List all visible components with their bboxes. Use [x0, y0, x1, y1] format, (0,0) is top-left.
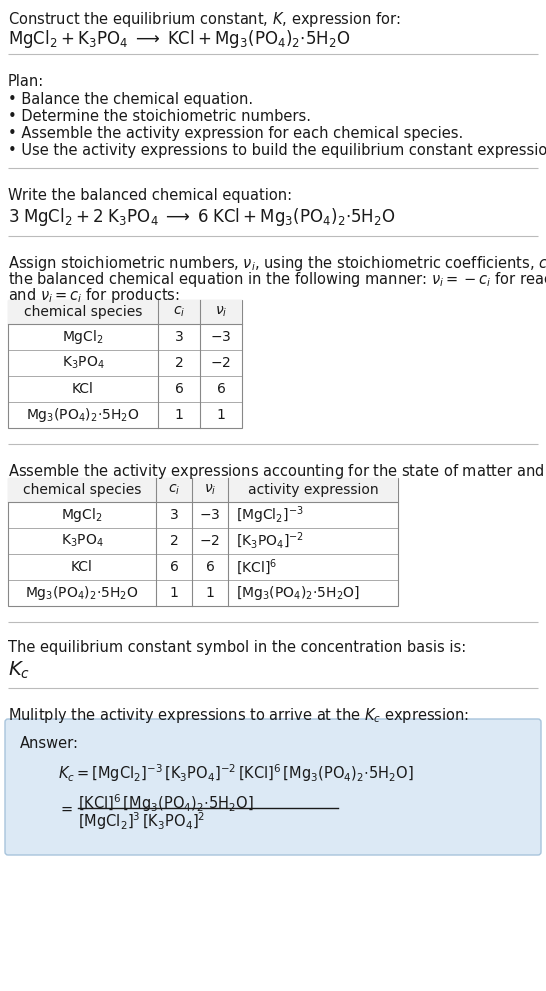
Text: $\mathrm{MgCl_2 + K_3PO_4 \;\longrightarrow\; KCl + Mg_3(PO_4)_2{\cdot}5H_2O}$: $\mathrm{MgCl_2 + K_3PO_4 \;\longrightar…: [8, 28, 351, 50]
Text: $\mathrm{K_3PO_4}$: $\mathrm{K_3PO_4}$: [61, 533, 103, 549]
Text: $-3$: $-3$: [210, 330, 232, 344]
Text: $\mathrm{Mg_3(PO_4)_2{\cdot}5H_2O}$: $\mathrm{Mg_3(PO_4)_2{\cdot}5H_2O}$: [26, 406, 140, 424]
Text: 6: 6: [175, 382, 183, 396]
Text: 1: 1: [170, 586, 179, 600]
Text: Assemble the activity expressions accounting for the state of matter and $\nu_i$: Assemble the activity expressions accoun…: [8, 462, 546, 481]
Text: chemical species: chemical species: [24, 305, 142, 319]
Bar: [8, 300, 242, 324]
Text: and $\nu_i = c_i$ for products:: and $\nu_i = c_i$ for products:: [8, 286, 180, 305]
Text: 1: 1: [205, 586, 215, 600]
Text: $[\mathrm{KCl}]^{6}$: $[\mathrm{KCl}]^{6}$: [236, 557, 277, 577]
Text: the balanced chemical equation in the following manner: $\nu_i = -c_i$ for react: the balanced chemical equation in the fo…: [8, 270, 546, 289]
Text: Answer:: Answer:: [20, 736, 79, 751]
Text: 6: 6: [170, 560, 179, 574]
Text: 1: 1: [175, 408, 183, 422]
Text: $\nu_i$: $\nu_i$: [204, 483, 216, 497]
FancyBboxPatch shape: [5, 719, 541, 855]
Bar: [8, 478, 398, 502]
Text: $c_i$: $c_i$: [168, 483, 180, 497]
Text: 3: 3: [170, 508, 179, 522]
Text: 2: 2: [170, 534, 179, 548]
Text: • Assemble the activity expression for each chemical species.: • Assemble the activity expression for e…: [8, 126, 463, 141]
Text: 6: 6: [205, 560, 215, 574]
Text: • Determine the stoichiometric numbers.: • Determine the stoichiometric numbers.: [8, 109, 311, 124]
Text: Mulitply the activity expressions to arrive at the $K_c$ expression:: Mulitply the activity expressions to arr…: [8, 706, 469, 725]
Text: Write the balanced chemical equation:: Write the balanced chemical equation:: [8, 188, 292, 203]
Text: $\mathrm{K_3PO_4}$: $\mathrm{K_3PO_4}$: [62, 355, 104, 372]
Text: $c_i$: $c_i$: [173, 305, 185, 319]
Text: 6: 6: [217, 382, 225, 396]
Text: $[\mathrm{KCl}]^{6}\,[\mathrm{Mg_3(PO_4)_2{\cdot}5H_2O}]$: $[\mathrm{KCl}]^{6}\,[\mathrm{Mg_3(PO_4)…: [78, 792, 253, 814]
Text: $-2$: $-2$: [211, 356, 232, 370]
Text: • Balance the chemical equation.: • Balance the chemical equation.: [8, 92, 253, 107]
Text: 2: 2: [175, 356, 183, 370]
Text: Plan:: Plan:: [8, 74, 44, 89]
Text: Assign stoichiometric numbers, $\nu_i$, using the stoichiometric coefficients, $: Assign stoichiometric numbers, $\nu_i$, …: [8, 254, 546, 273]
Text: $\mathrm{3\;MgCl_2 + 2\;K_3PO_4 \;\longrightarrow\; 6\;KCl + Mg_3(PO_4)_2{\cdot}: $\mathrm{3\;MgCl_2 + 2\;K_3PO_4 \;\longr…: [8, 206, 396, 228]
Text: KCl: KCl: [71, 560, 93, 574]
Text: $[\mathrm{MgCl_2}]^{3}\,[\mathrm{K_3PO_4}]^{2}$: $[\mathrm{MgCl_2}]^{3}\,[\mathrm{K_3PO_4…: [78, 810, 205, 831]
Text: 3: 3: [175, 330, 183, 344]
Text: 1: 1: [217, 408, 225, 422]
Bar: [8, 478, 398, 606]
Text: $\mathrm{Mg_3(PO_4)_2{\cdot}5H_2O}$: $\mathrm{Mg_3(PO_4)_2{\cdot}5H_2O}$: [25, 584, 139, 602]
Text: activity expression: activity expression: [248, 483, 378, 497]
Text: $K_c$: $K_c$: [8, 660, 30, 681]
Text: $-2$: $-2$: [199, 534, 221, 548]
Text: $=$: $=$: [58, 801, 74, 816]
Text: $[\mathrm{Mg_3(PO_4)_2{\cdot}5H_2O}]$: $[\mathrm{Mg_3(PO_4)_2{\cdot}5H_2O}]$: [236, 584, 360, 602]
Bar: [8, 300, 242, 428]
Text: KCl: KCl: [72, 382, 94, 396]
Text: • Use the activity expressions to build the equilibrium constant expression.: • Use the activity expressions to build …: [8, 143, 546, 158]
Text: $\nu_i$: $\nu_i$: [215, 305, 227, 319]
Text: $\mathrm{MgCl_2}$: $\mathrm{MgCl_2}$: [62, 328, 104, 346]
Text: $-3$: $-3$: [199, 508, 221, 522]
Text: $K_c = [\mathrm{MgCl_2}]^{-3}\,[\mathrm{K_3PO_4}]^{-2}\,[\mathrm{KCl}]^{6}\,[\ma: $K_c = [\mathrm{MgCl_2}]^{-3}\,[\mathrm{…: [58, 762, 414, 784]
Text: $[\mathrm{MgCl_2}]^{-3}$: $[\mathrm{MgCl_2}]^{-3}$: [236, 504, 304, 526]
Text: The equilibrium constant symbol in the concentration basis is:: The equilibrium constant symbol in the c…: [8, 640, 466, 655]
Text: chemical species: chemical species: [23, 483, 141, 497]
Text: Construct the equilibrium constant, $K$, expression for:: Construct the equilibrium constant, $K$,…: [8, 10, 401, 29]
Text: $[\mathrm{K_3PO_4}]^{-2}$: $[\mathrm{K_3PO_4}]^{-2}$: [236, 531, 304, 551]
Text: $\mathrm{MgCl_2}$: $\mathrm{MgCl_2}$: [61, 506, 103, 524]
